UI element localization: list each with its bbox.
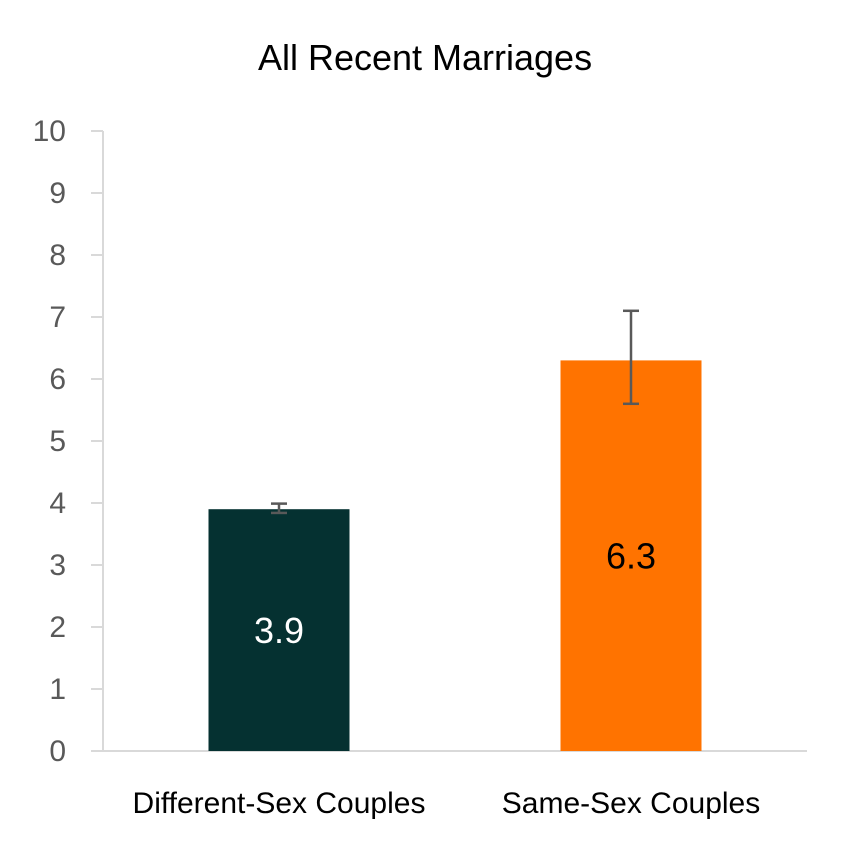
data-labels: 3.9 6.3	[254, 536, 656, 651]
x-tick-label: Same-Sex Couples	[502, 787, 760, 820]
data-label: 6.3	[606, 536, 656, 577]
y-tick-label: 3	[49, 549, 66, 582]
y-tick-label: 1	[49, 673, 66, 706]
y-tick-label: 5	[49, 425, 66, 458]
bar	[560, 360, 702, 751]
y-tick-label: 8	[49, 239, 66, 272]
y-tick-label: 6	[49, 363, 66, 396]
error-bars	[271, 309, 639, 515]
error-bar	[271, 502, 287, 515]
bar	[208, 509, 350, 751]
y-tick-label: 7	[49, 301, 66, 334]
category-labels: Different-Sex Couples Same-Sex Couples	[133, 787, 761, 820]
y-tick-label: 9	[49, 177, 66, 210]
y-tick-label: 0	[49, 735, 66, 768]
y-tick-label: 2	[49, 611, 66, 644]
data-label: 3.9	[254, 610, 304, 651]
error-bar	[623, 309, 639, 406]
y-axis: 0 1 2 3 4 5 6 7 8 9 10	[33, 115, 104, 768]
chart-title: All Recent Marriages	[258, 37, 592, 78]
x-tick-label: Different-Sex Couples	[133, 787, 426, 820]
y-tick-label: 10	[33, 115, 66, 148]
bars	[208, 360, 702, 751]
y-tick-label: 4	[49, 487, 66, 520]
